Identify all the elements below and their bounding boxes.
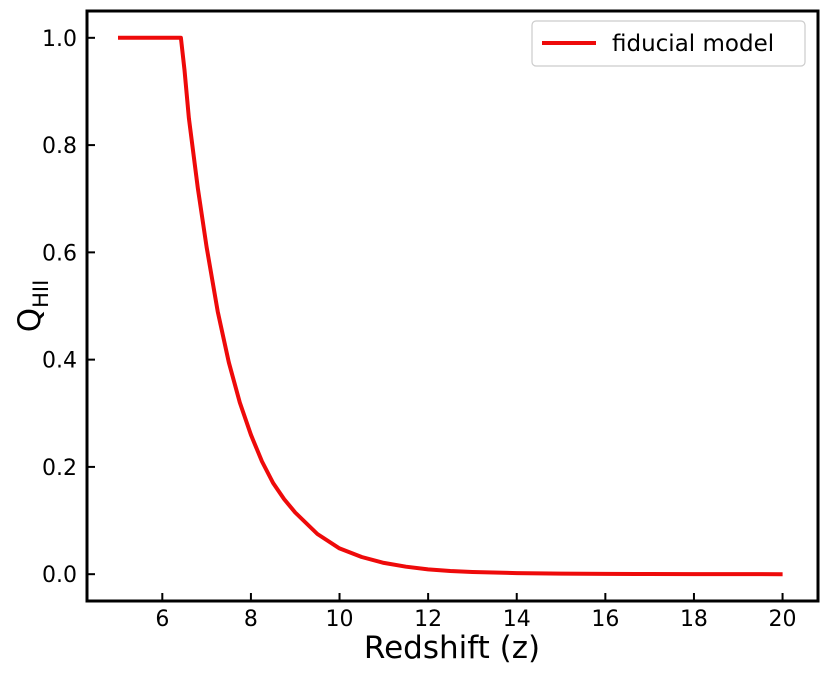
ticks-layer: 6 8 10 12 14 16 18 20 0.0 0.2 0.4 0.6 0.8 1.0 (42, 27, 797, 632)
svg-text:QHII: QHII (12, 280, 53, 333)
x-tick-label: 18 (680, 607, 708, 632)
series-layer (118, 35, 783, 577)
x-tick-label: 8 (244, 607, 258, 632)
legend: fiducial model (531, 20, 806, 67)
legend-label-fiducial-model: fiducial model (612, 31, 774, 57)
y-axis-label: QHII (12, 280, 53, 333)
y-tick-label: 0.0 (42, 563, 77, 588)
y-tick-label: 0.2 (42, 456, 77, 481)
x-tick-label: 12 (414, 607, 442, 632)
y-tick-label: 0.8 (42, 134, 77, 159)
x-tick-label: 20 (769, 607, 797, 632)
x-axis-label: Redshift (z) (364, 630, 540, 666)
series-line-fiducial-model (118, 35, 783, 577)
plot-frame (85, 9, 820, 603)
y-axis-label-subscript: HII (29, 280, 53, 308)
x-tick-label: 14 (503, 607, 531, 632)
y-tick-label: 0.6 (42, 241, 77, 266)
x-tick-label: 10 (326, 607, 354, 632)
legend-box (531, 20, 806, 67)
y-axis-label-main: Q (12, 308, 48, 332)
y-tick-label: 1.0 (42, 27, 77, 52)
y-tick-label: 0.4 (42, 349, 77, 374)
x-tick-label: 16 (591, 607, 619, 632)
x-tick-label: 6 (155, 607, 169, 632)
